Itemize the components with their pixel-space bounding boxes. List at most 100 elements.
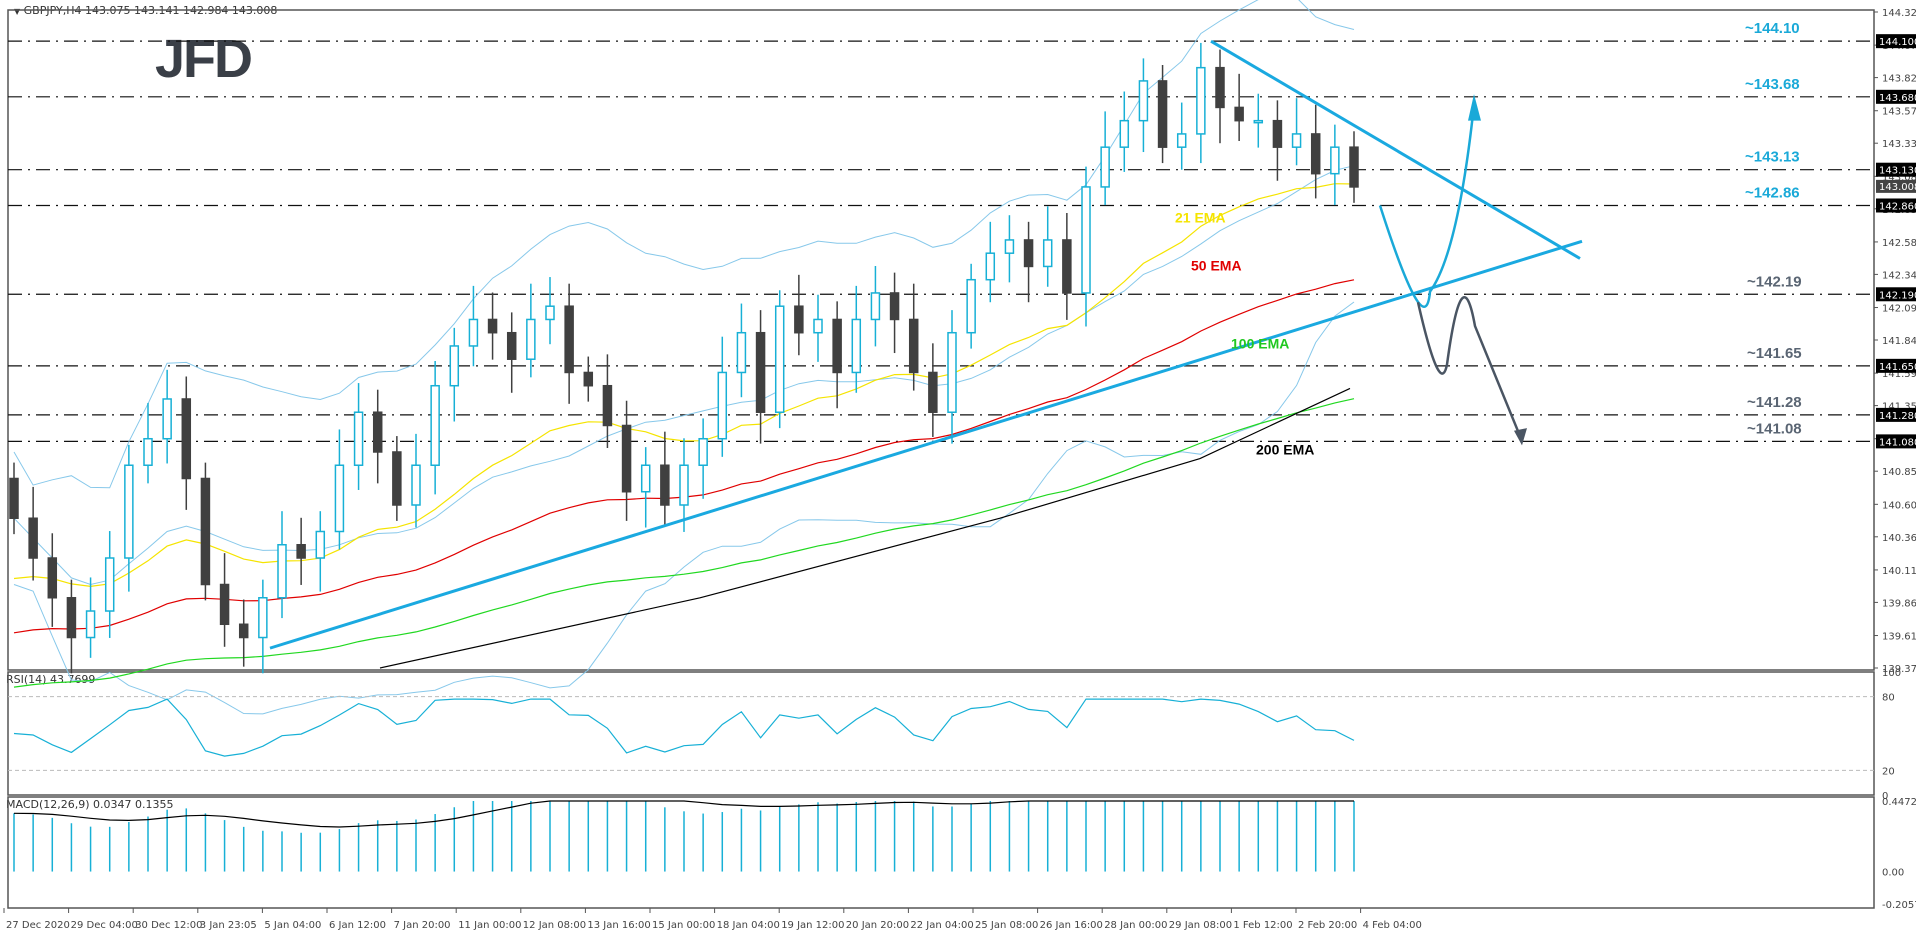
candle <box>640 447 651 528</box>
candle-body <box>392 451 402 506</box>
price-tick-label: 139.370 <box>1882 664 1916 675</box>
candle <box>813 294 823 362</box>
level-badge-text: 142.190 <box>1879 290 1916 301</box>
candle-body <box>1349 146 1359 188</box>
level-badge <box>1876 162 1916 177</box>
time-tick-label: 7 Jan 20:00 <box>394 920 451 931</box>
macd-pane-frame <box>7 796 1875 909</box>
candle <box>124 444 134 592</box>
candle-body <box>487 318 498 334</box>
bullish-scenario-path <box>1378 104 1476 308</box>
candle-body <box>449 345 460 387</box>
level-badge <box>1876 34 1916 49</box>
candle <box>449 327 460 422</box>
time-tick-label: 22 Jan 04:00 <box>910 920 973 931</box>
candle-body <box>660 464 670 506</box>
candle <box>1157 65 1168 164</box>
price-tick-label: 141.350 <box>1882 402 1916 413</box>
candle <box>1196 42 1206 164</box>
candle <box>755 310 766 444</box>
candle-body <box>372 411 383 453</box>
candle <box>545 277 555 345</box>
candle-body <box>468 318 479 347</box>
candle-body <box>296 544 306 559</box>
candle <box>296 517 306 585</box>
candle <box>908 283 919 391</box>
uptrend-line <box>269 239 1583 650</box>
candle-body <box>1176 133 1187 148</box>
current-price-badge <box>1876 179 1916 193</box>
macd-signal-line <box>13 800 1354 828</box>
time-tick-label: 2 Feb 20:00 <box>1298 920 1357 931</box>
candle <box>1100 111 1110 206</box>
candle <box>583 356 594 402</box>
candle <box>85 577 96 658</box>
price-tick-label: 144.320 <box>1882 8 1916 19</box>
candle-body <box>334 464 345 533</box>
level-badge-text: 142.860 <box>1879 201 1916 212</box>
candle <box>372 389 383 484</box>
candle <box>1215 49 1225 144</box>
candle-body <box>1023 239 1034 268</box>
bearish-arrowhead-icon <box>1514 428 1527 446</box>
ema100-label: 100 EMA <box>1231 336 1289 352</box>
candle <box>66 579 77 674</box>
ema21-label: 21 EMA <box>1175 210 1226 226</box>
candle <box>1176 102 1187 170</box>
candle-body <box>1196 66 1206 135</box>
candle-body <box>813 318 823 334</box>
candle <box>602 354 613 449</box>
candle <box>621 400 632 521</box>
candle <box>985 221 996 303</box>
candle <box>487 292 498 360</box>
candle-body <box>28 517 38 559</box>
level-badge <box>1876 434 1916 449</box>
candle <box>851 285 862 393</box>
candle-body <box>162 398 172 440</box>
time-tick-label: 13 Jan 16:00 <box>587 920 650 931</box>
candle <box>526 283 536 378</box>
bearish-scenario-path <box>1416 296 1522 437</box>
price-tick-label: 140.110 <box>1882 566 1916 577</box>
price-tick-label: 143.080 <box>1882 172 1916 183</box>
time-tick-label: 20 Jan 20:00 <box>846 920 909 931</box>
candle-body <box>717 371 728 440</box>
time-tick-label: 6 Jan 12:00 <box>329 920 386 931</box>
candle-body <box>1291 133 1302 148</box>
candle <box>200 462 211 601</box>
candle <box>104 531 115 638</box>
time-tick-label: 1 Feb 12:00 <box>1233 920 1292 931</box>
collapse-triangle-icon[interactable]: ▼ <box>14 7 21 16</box>
candle-body <box>181 398 192 480</box>
candle <box>1138 58 1149 153</box>
ema200-line <box>379 387 1351 669</box>
candle-body <box>698 437 708 466</box>
time-tick-label: 4 Feb 04:00 <box>1363 920 1422 931</box>
candle <box>1119 91 1130 172</box>
time-tick-label: 12 Jan 08:00 <box>523 920 586 931</box>
level-label-3: ~142.86 <box>1745 184 1800 201</box>
candle-body <box>774 305 785 413</box>
candle <box>334 429 345 550</box>
jfd-logo: JFD <box>155 29 253 89</box>
candle <box>468 285 479 367</box>
rsi-title: RSI(14) 43.7699 <box>6 673 96 686</box>
candle-body <box>640 464 651 493</box>
candle-body <box>1310 133 1321 175</box>
price-tick-label: 140.360 <box>1882 533 1916 544</box>
time-tick-label: 29 Dec 04:00 <box>71 920 138 931</box>
candle <box>870 266 881 347</box>
candle-body <box>1004 239 1015 254</box>
candle <box>1062 212 1072 320</box>
rsi-line <box>13 698 1355 757</box>
level-badge-text: 144.100 <box>1879 37 1916 48</box>
candle-body <box>1215 66 1225 109</box>
downtrend-line <box>1210 39 1581 260</box>
candle-body <box>947 331 957 413</box>
candle-body <box>755 331 766 413</box>
candle <box>9 462 19 535</box>
price-tick-label: 139.865 <box>1882 598 1916 609</box>
candle-body <box>851 318 862 374</box>
price-tick-label: 142.585 <box>1882 238 1916 249</box>
